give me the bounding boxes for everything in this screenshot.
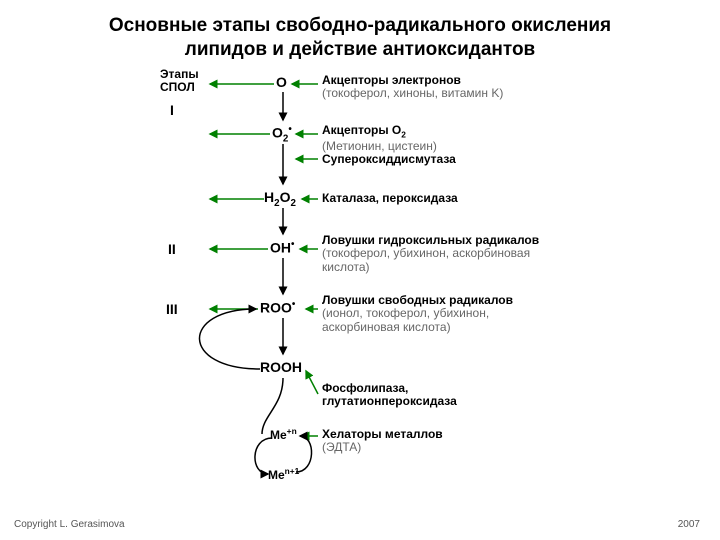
label-oh-traps: Ловушки гидроксильных радикалов (токофер… bbox=[322, 234, 552, 275]
left-header-1: Этапы bbox=[160, 67, 199, 81]
label-acceptors-e-bold: Акцепторы электронов bbox=[322, 73, 461, 87]
node-rooh: ROOH bbox=[260, 359, 302, 375]
node-o: O bbox=[276, 74, 287, 90]
label-acc-o2-b1: Акцепторы O bbox=[322, 123, 401, 137]
title-line-2: липидов и действие антиоксидантов bbox=[185, 39, 535, 60]
label-acc-o2-sub: 2 bbox=[401, 129, 406, 139]
label-oh-traps-gray: (токоферол, убихинон, аскорбиновая кисло… bbox=[322, 246, 530, 274]
label-acceptors-e: Акцепторы электронов (токоферол, хиноны,… bbox=[322, 74, 503, 102]
stage-1: I bbox=[170, 102, 174, 118]
node-oh: OH• bbox=[270, 239, 294, 256]
stage-3: III bbox=[166, 301, 178, 317]
label-acceptors-e-gray: (токоферол, хиноны, витамин K) bbox=[322, 86, 503, 100]
node-me-n: Me+n bbox=[270, 426, 297, 442]
label-chelators: Хелаторы металлов (ЭДТА) bbox=[322, 428, 443, 456]
footer-copyright: Copyright L. Gerasimova bbox=[14, 519, 125, 530]
label-free-traps-bold: Ловушки свободных радикалов bbox=[322, 293, 513, 307]
label-catalase-bold: Каталаза, пероксидаза bbox=[322, 191, 458, 205]
node-h2o2: H2O2 bbox=[264, 189, 296, 209]
footer-year: 2007 bbox=[678, 519, 700, 530]
label-free-traps-gray: (ионол, токоферол, убихинон, аскорбинова… bbox=[322, 306, 489, 334]
label-catalase: Каталаза, пероксидаза bbox=[322, 192, 458, 206]
label-acc-o2-b2: Супероксиддисмутаза bbox=[322, 152, 456, 166]
label-phospholipase: Фосфолипаза, глутатионпероксидаза bbox=[322, 382, 542, 410]
label-oh-traps-bold: Ловушки гидроксильных радикалов bbox=[322, 233, 539, 247]
node-o2rad: O2• bbox=[272, 124, 292, 144]
label-chelators-gray: (ЭДТА) bbox=[322, 440, 361, 454]
label-phospholipase-bold: Фосфолипаза, глутатионпероксидаза bbox=[322, 381, 457, 409]
page-title: Основные этапы свободно-радикального оки… bbox=[0, 0, 720, 66]
node-roo: ROO• bbox=[260, 299, 295, 316]
diagram-area: Этапы СПОЛ I II III O O2• H2O2 OH• ROO• … bbox=[0, 66, 720, 506]
label-free-traps: Ловушки свободных радикалов (ионол, токо… bbox=[322, 294, 552, 335]
label-acceptors-o2: Акцепторы O2 (Метионин, цистеин) Суперок… bbox=[322, 124, 456, 168]
label-acc-o2-gray: (Метионин, цистеин) bbox=[322, 139, 437, 153]
left-header: Этапы СПОЛ bbox=[160, 68, 199, 96]
node-me-n1: Men+1 bbox=[268, 466, 299, 482]
label-chelators-bold: Хелаторы металлов bbox=[322, 427, 443, 441]
stage-2: II bbox=[168, 241, 176, 257]
title-line-1: Основные этапы свободно-радикального оки… bbox=[109, 15, 611, 36]
left-header-2: СПОЛ bbox=[160, 80, 195, 94]
